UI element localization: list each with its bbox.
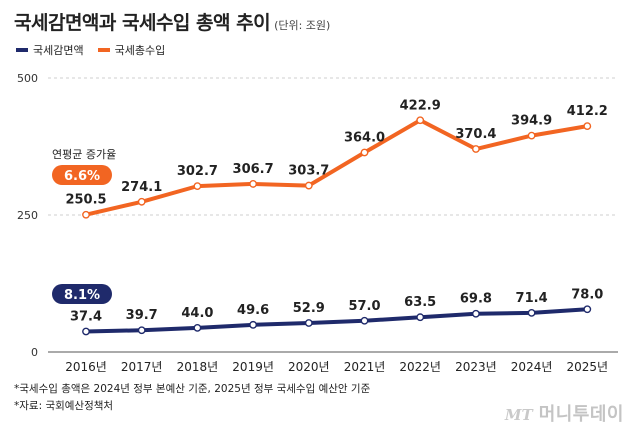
data-point-revenue	[137, 197, 146, 206]
legend-item-reduction: 국세감면액	[16, 42, 84, 58]
data-label-reduction: 39.7	[126, 308, 158, 323]
data-label-revenue: 394.9	[511, 114, 552, 129]
data-label-reduction: 63.5	[404, 295, 436, 310]
data-point-revenue	[360, 148, 369, 157]
growth-badge-revenue	[52, 165, 112, 185]
data-point-revenue	[82, 210, 90, 219]
data-label-reduction: 49.6	[237, 303, 269, 318]
data-point-reduction	[304, 319, 313, 327]
legend-swatch-reduction	[16, 48, 28, 52]
series-line-revenue	[84, 118, 590, 217]
data-label-revenue: 274.1	[121, 180, 162, 195]
data-point-reduction	[82, 327, 90, 336]
legend: 국세감면액 국세총수입	[16, 42, 165, 58]
x-tick-label: 2016년	[65, 360, 107, 374]
footnote-budget-basis: *국세수입 총액은 2024년 정부 본예산 기준, 2025년 정부 국세수입…	[14, 383, 371, 395]
legend-label-reduction: 국세감면액	[33, 44, 84, 57]
data-point-reduction	[471, 309, 480, 318]
x-tick-label: 2024년	[511, 360, 553, 374]
x-tick-label: 2023년	[455, 360, 497, 374]
data-point-reduction	[416, 313, 425, 322]
x-tick-label: 2017년	[121, 360, 163, 374]
data-label-revenue: 370.4	[455, 127, 496, 142]
data-label-reduction: 52.9	[293, 301, 325, 316]
series-line-reduction	[84, 307, 590, 334]
legend-swatch-revenue	[97, 48, 110, 52]
growth-rate-reduction: 8.1%	[64, 288, 100, 303]
legend-item-revenue: 국세총수입	[97, 42, 166, 58]
data-point-revenue	[304, 181, 313, 190]
brand-name: 머니투데이	[538, 404, 624, 425]
y-tick-label: 250	[17, 209, 38, 222]
data-label-revenue: 364.0	[344, 131, 385, 146]
data-point-reduction	[360, 316, 369, 325]
data-point-revenue	[416, 116, 425, 125]
unit-note: (단위: 조원)	[274, 19, 331, 32]
y-tick-label: 500	[17, 72, 38, 85]
data-point-reduction	[249, 320, 258, 329]
x-tick-label: 2025년	[567, 360, 609, 374]
legend-label-revenue: 국세총수입	[114, 44, 166, 57]
data-label-reduction: 44.0	[181, 306, 213, 321]
data-point-revenue	[249, 180, 258, 188]
data-label-revenue: 412.2	[567, 104, 608, 119]
data-label-revenue: 250.5	[65, 193, 106, 208]
data-label-revenue: 422.9	[400, 98, 441, 113]
growth-label: 연평균 증가율	[52, 148, 116, 161]
data-point-reduction	[137, 326, 146, 335]
data-label-reduction: 78.0	[571, 287, 603, 302]
growth-badge-reduction	[52, 284, 112, 304]
x-tick-label: 2021년	[344, 360, 386, 374]
data-label-revenue: 303.7	[288, 164, 329, 179]
footnote-source: *자료: 국회예산정책처	[14, 400, 114, 412]
growth-rate-revenue: 6.6%	[64, 169, 100, 184]
data-point-reduction	[583, 305, 592, 314]
data-point-reduction	[193, 323, 202, 332]
data-point-revenue	[193, 182, 202, 191]
data-point-revenue	[471, 145, 480, 153]
x-tick-label: 2022년	[399, 360, 441, 374]
x-tick-label: 2020년	[288, 360, 330, 374]
footnotes: *국세수입 총액은 2024년 정부 본예산 기준, 2025년 정부 국세수입…	[14, 381, 370, 415]
y-tick-label: 0	[31, 346, 38, 359]
brand-mark: MT	[504, 406, 533, 424]
brand-logo: MT 머니투데이	[505, 400, 624, 426]
data-label-reduction: 71.4	[516, 291, 548, 306]
x-tick-label: 2018년	[177, 360, 219, 374]
data-label-reduction: 57.0	[348, 299, 380, 314]
data-label-revenue: 306.7	[233, 162, 274, 177]
data-point-revenue	[527, 131, 536, 140]
data-point-reduction	[527, 308, 536, 317]
x-tick-label: 2019년	[232, 360, 274, 374]
data-label-reduction: 69.8	[460, 292, 492, 307]
data-label-reduction: 37.4	[70, 310, 102, 325]
data-point-revenue	[583, 122, 592, 131]
data-label-revenue: 302.7	[177, 164, 218, 179]
chart-title: 국세감면액과 국세수입 총액 추이 (단위: 조원)	[14, 12, 331, 34]
